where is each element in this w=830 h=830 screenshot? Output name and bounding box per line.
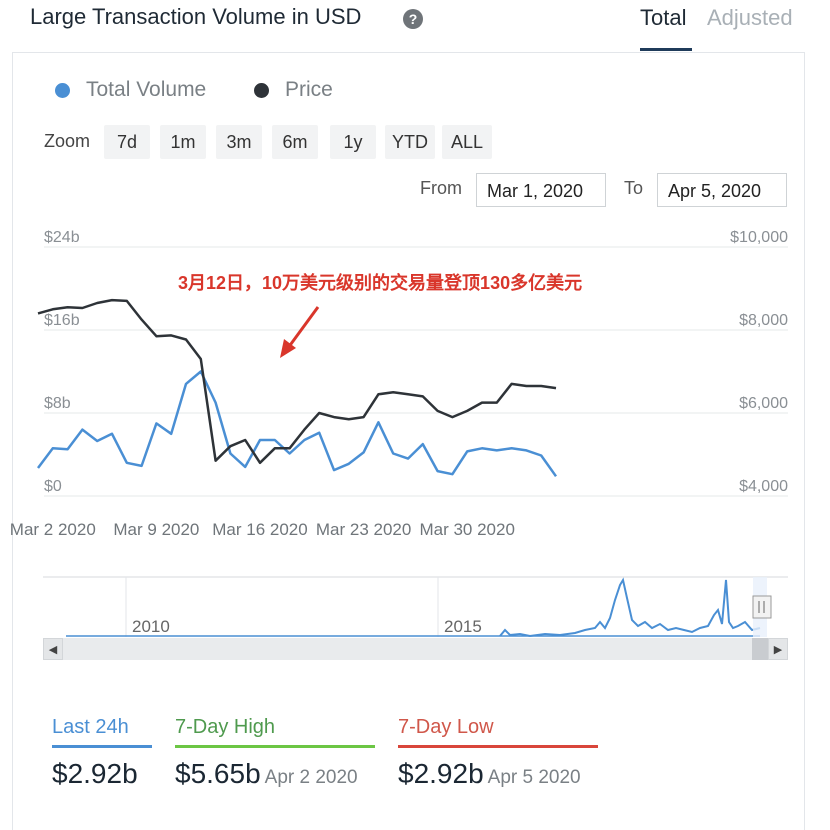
legend-label-total-volume: Total Volume	[86, 78, 207, 101]
scrollbar-thumb[interactable]	[752, 638, 768, 660]
left-axis-tick-label: $8b	[44, 395, 71, 412]
stat-7day-high-date: Apr 2 2020	[264, 767, 358, 788]
series-line-total-volume	[37, 370, 558, 478]
zoom-button-1y[interactable]: 1y	[330, 125, 376, 159]
x-axis-tick-label: Mar 9 2020	[113, 520, 199, 539]
to-date-input[interactable]: Apr 5, 2020	[657, 173, 787, 207]
navigator-scrollbar[interactable]	[43, 638, 788, 660]
left-axis-tick-label: $16b	[44, 312, 80, 329]
stat-last-24h-value: $2.92b	[52, 758, 138, 790]
zoom-button-ytd[interactable]: YTD	[385, 125, 435, 159]
left-axis-tick-label: $24b	[44, 229, 80, 246]
right-axis-tick-label: $6,000	[739, 395, 788, 412]
left-axis-ticks: $0 $8b $16b $24b	[44, 229, 80, 495]
legend-item-price[interactable]: Price	[254, 78, 333, 102]
annotation-arrow-head-icon	[280, 339, 296, 358]
annotation-text: 3月12日，10万美元级别的交易量登顶130多亿美元	[178, 272, 582, 293]
zoom-button-3m[interactable]: 3m	[216, 125, 262, 159]
scroll-left-arrow-icon[interactable]: ◀	[43, 638, 63, 660]
zoom-button-7d[interactable]: 7d	[104, 125, 150, 159]
series-layer	[37, 298, 558, 478]
zoom-button-1m[interactable]: 1m	[160, 125, 206, 159]
stat-7day-low-date: Apr 5 2020	[487, 767, 581, 788]
stat-7day-high-amount: $5.65b	[175, 758, 261, 789]
zoom-button-6m[interactable]: 6m	[272, 125, 318, 159]
page-title: Large Transaction Volume in USD	[30, 4, 362, 29]
legend-item-total-volume[interactable]: Total Volume	[55, 78, 206, 102]
right-axis-tick-label: $8,000	[739, 312, 788, 329]
zoom-button-all[interactable]: ALL	[442, 125, 492, 159]
navigator-series	[499, 577, 761, 638]
tab-total-active-indicator	[640, 48, 692, 51]
from-label: From	[420, 178, 462, 198]
navigator-label-2015: 2015	[444, 617, 482, 636]
x-axis-tick-label: Mar 2 2020	[10, 520, 96, 539]
legend-dot-total-volume	[55, 82, 70, 98]
header-divider	[12, 52, 805, 53]
x-axis-tick-label: Mar 30 2020	[419, 520, 514, 539]
panel-border-left	[12, 52, 13, 830]
x-axis-tick-label: Mar 23 2020	[316, 520, 411, 539]
annotation-arrow-shaft	[286, 306, 320, 349]
help-icon[interactable]: ?	[403, 9, 423, 29]
stat-7day-low-label: 7-Day Low	[398, 716, 494, 738]
left-axis-tick-label: $0	[44, 478, 62, 495]
x-axis-tick-label: Mar 16 2020	[212, 520, 307, 539]
legend-label-price: Price	[285, 78, 333, 101]
x-axis-ticks: Mar 2 2020 Mar 9 2020 Mar 16 2020 Mar 23 20…	[10, 520, 515, 539]
stat-7day-low-value: $2.92b Apr 5 2020	[398, 758, 581, 790]
stat-7day-high-bar	[175, 745, 375, 748]
volume-price-chart: $0$8b$16b$24b $4,000$6,000$8,000$10,000 …	[10, 229, 788, 638]
navigator[interactable]: 2010 2015	[43, 576, 788, 638]
zoom-label: Zoom	[44, 131, 91, 151]
stat-7day-low-amount: $2.92b	[398, 758, 484, 789]
stat-last-24h-amount: $2.92b	[52, 758, 138, 789]
series-line-price	[37, 298, 557, 465]
stat-7day-high-value: $5.65b Apr 2 2020	[175, 758, 358, 790]
stat-7day-low-bar	[398, 745, 598, 748]
right-axis-tick-label: $4,000	[739, 478, 788, 495]
right-axis-ticks: $4,000 $6,000 $8,000 $10,000	[730, 229, 788, 495]
right-axis-tick-label: $10,000	[730, 229, 788, 246]
navigator-handle[interactable]	[752, 595, 772, 619]
stat-last-24h-bar	[52, 745, 152, 748]
panel-border-right	[804, 52, 805, 830]
scroll-right-arrow-icon[interactable]: ▶	[768, 638, 788, 660]
legend-dot-price	[254, 82, 269, 98]
to-label: To	[624, 178, 644, 198]
from-date-input[interactable]: Mar 1, 2020	[476, 173, 606, 207]
annotation-layer: 3月12日，10万美元级别的交易量登顶130多亿美元	[178, 272, 582, 358]
tab-total[interactable]: Total	[640, 5, 687, 30]
chart-gridlines	[44, 246, 788, 497]
stat-last-24h-label: Last 24h	[52, 716, 129, 738]
navigator-label-2010: 2010	[132, 617, 170, 636]
stat-7day-high-label: 7-Day High	[175, 716, 276, 738]
tab-adjusted[interactable]: Adjusted	[707, 5, 793, 30]
